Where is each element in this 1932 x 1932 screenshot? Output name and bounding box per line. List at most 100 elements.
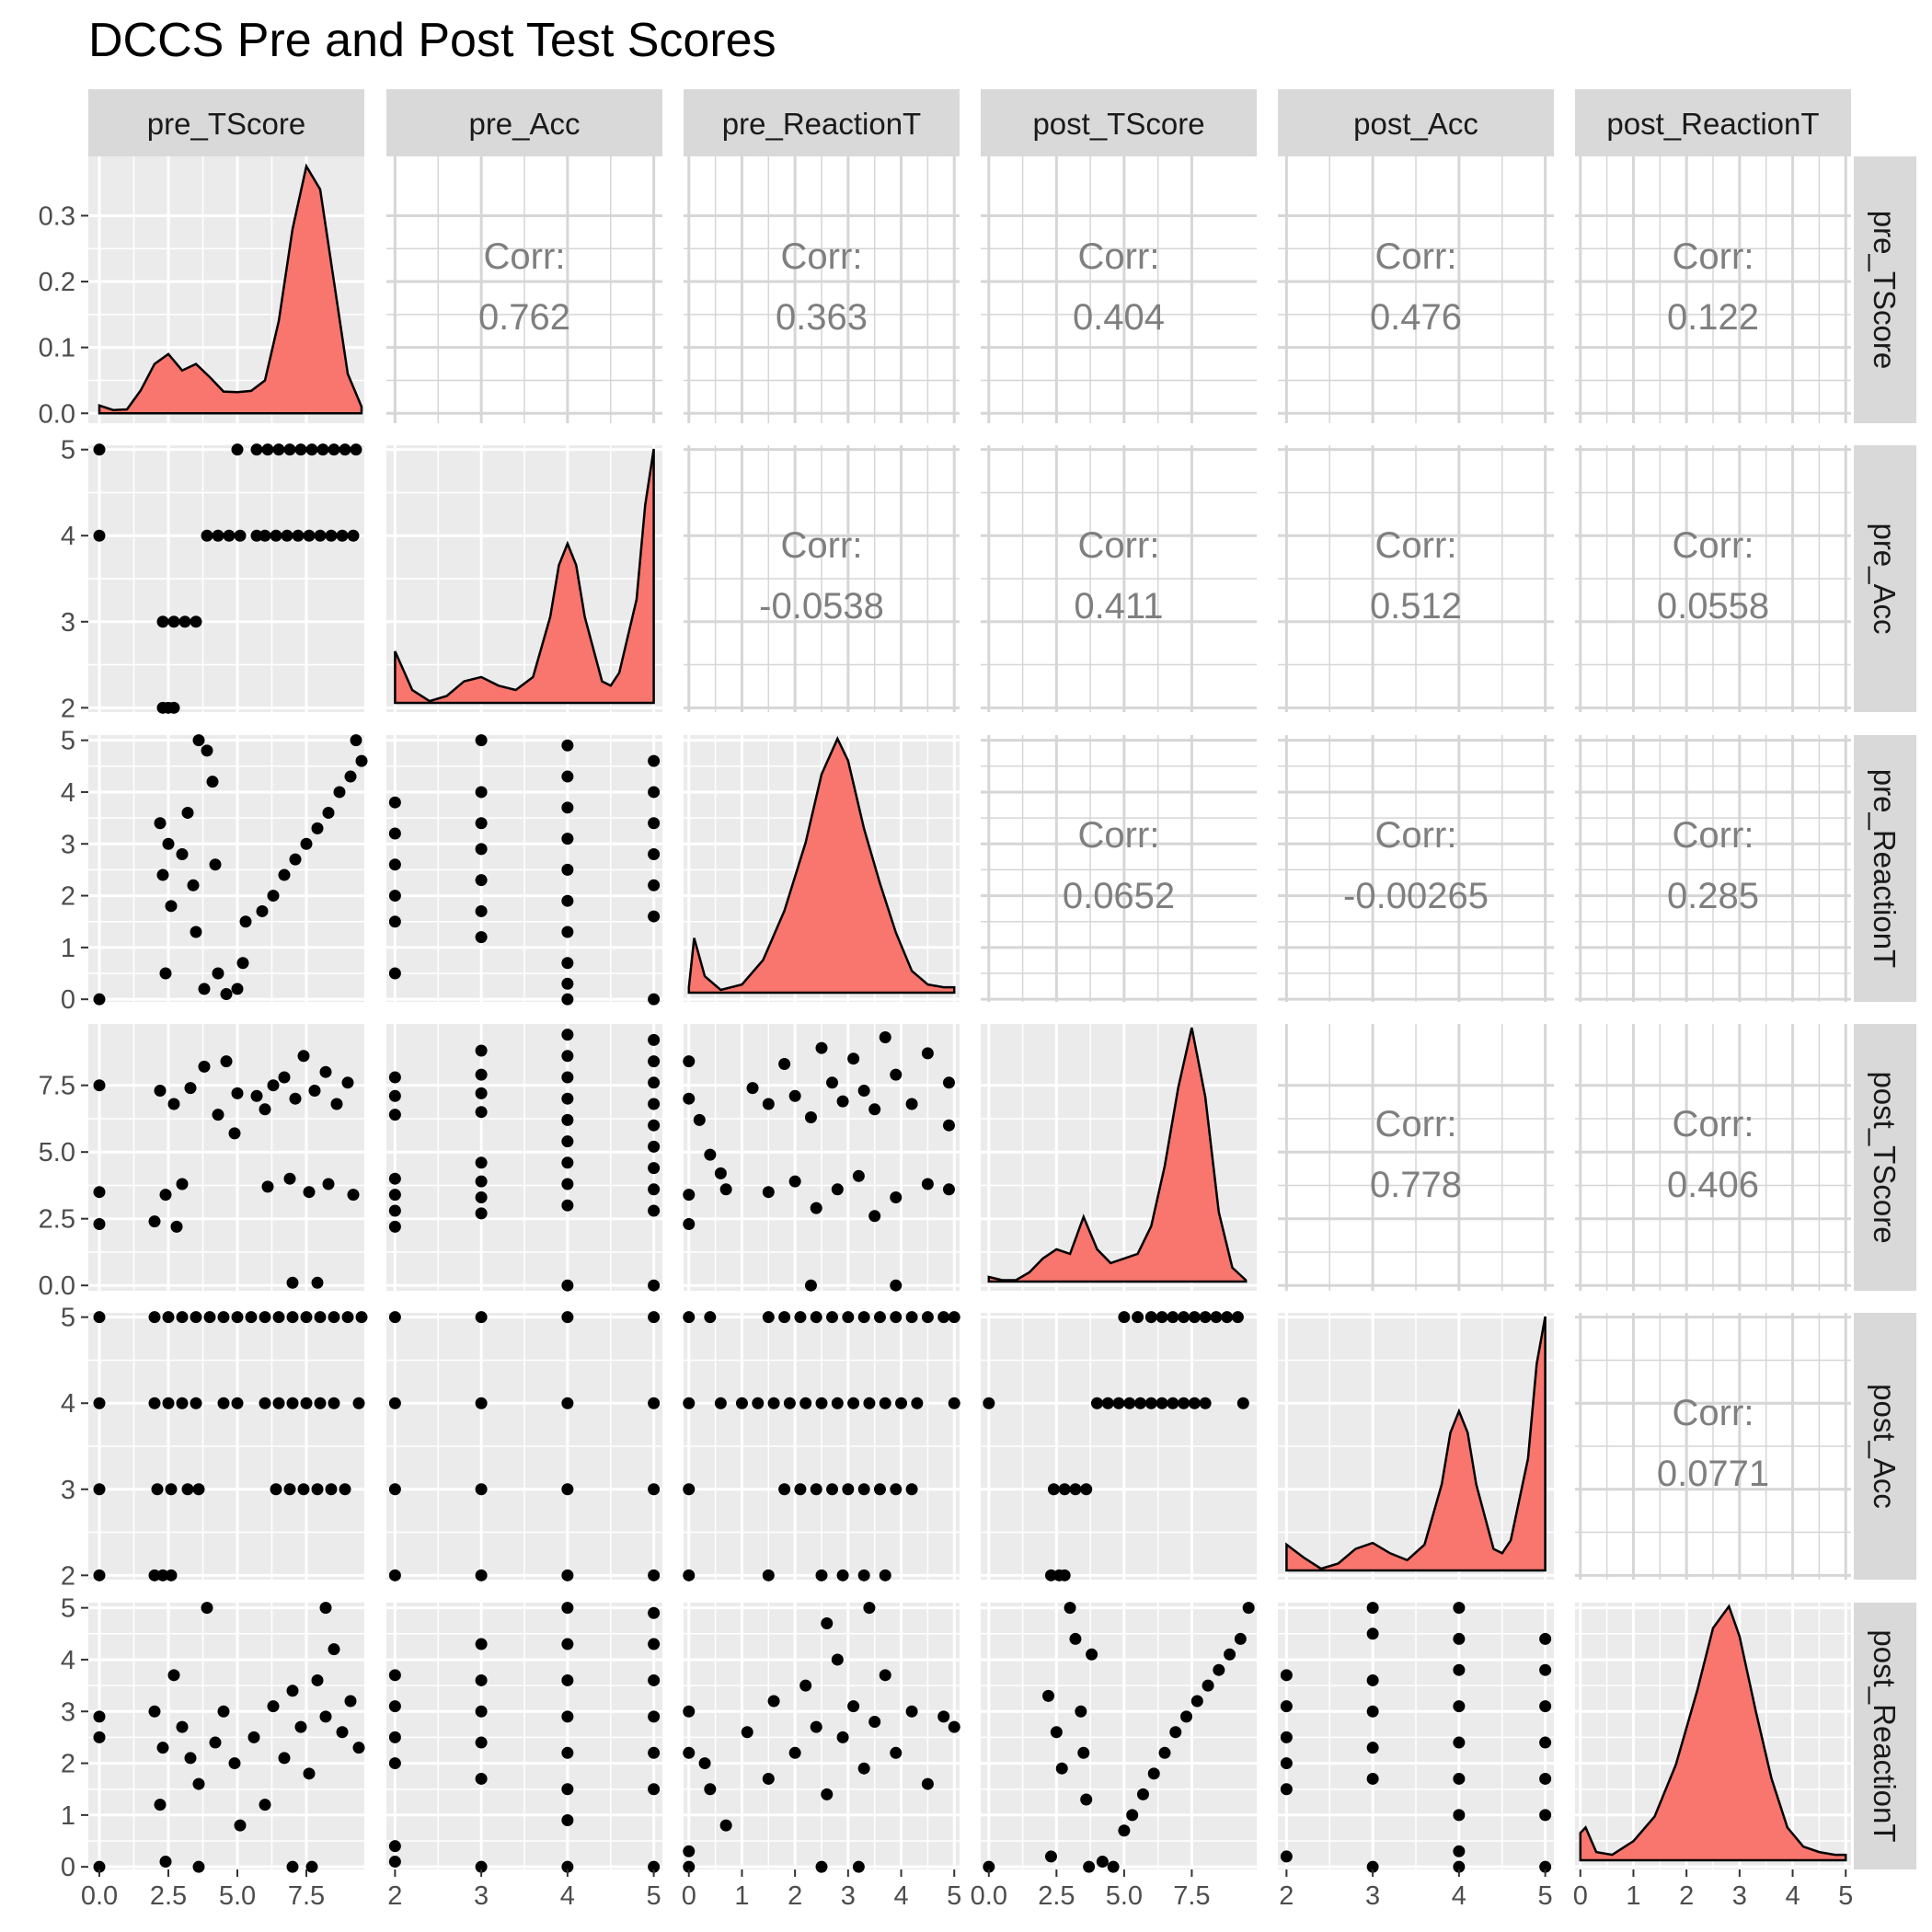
data-point bbox=[283, 1483, 296, 1496]
data-point bbox=[842, 1311, 855, 1324]
data-point bbox=[475, 1044, 488, 1057]
data-point bbox=[475, 1207, 488, 1220]
data-point bbox=[1156, 1311, 1168, 1324]
data-point bbox=[319, 1065, 332, 1078]
data-point bbox=[794, 1483, 807, 1496]
x-tick-label: 2 bbox=[387, 1881, 402, 1911]
data-point bbox=[648, 1783, 661, 1796]
x-tick-label: 4 bbox=[560, 1881, 575, 1911]
data-point bbox=[561, 894, 574, 907]
y-tick-label: 0.3 bbox=[39, 201, 75, 231]
row-strip bbox=[1854, 735, 1916, 1002]
row-label: post_ReactionT bbox=[1868, 1629, 1902, 1842]
data-point bbox=[267, 1700, 280, 1713]
data-point bbox=[305, 443, 318, 456]
data-point bbox=[1366, 1772, 1379, 1785]
data-point bbox=[648, 1204, 661, 1217]
data-point bbox=[648, 1638, 661, 1650]
data-point bbox=[890, 1191, 903, 1203]
data-point bbox=[272, 1397, 285, 1409]
data-point bbox=[297, 1050, 310, 1063]
data-point bbox=[561, 1279, 574, 1292]
x-tick-label: 5 bbox=[1538, 1881, 1553, 1911]
data-point bbox=[148, 1397, 161, 1409]
data-point bbox=[648, 1311, 661, 1324]
data-point bbox=[162, 837, 175, 850]
data-point bbox=[316, 443, 329, 456]
data-point bbox=[948, 1311, 960, 1324]
data-point bbox=[561, 1783, 574, 1796]
corr-value: 0.404 bbox=[1073, 297, 1165, 338]
data-point bbox=[1180, 1710, 1193, 1723]
data-point bbox=[148, 1569, 161, 1581]
data-point bbox=[170, 1220, 183, 1233]
data-point bbox=[228, 1757, 241, 1770]
data-point bbox=[683, 1311, 696, 1324]
x-tick-label: 2 bbox=[788, 1881, 802, 1911]
data-point bbox=[1126, 1809, 1139, 1822]
data-point bbox=[93, 993, 106, 1006]
data-point bbox=[1080, 1793, 1093, 1806]
data-point bbox=[341, 1311, 354, 1324]
data-point bbox=[831, 1397, 844, 1409]
data-point bbox=[561, 1135, 574, 1148]
data-point bbox=[475, 904, 488, 917]
data-point bbox=[159, 1189, 172, 1202]
x-tick-label: 4 bbox=[893, 1881, 908, 1911]
y-tick-label: 0.0 bbox=[39, 399, 75, 429]
data-point bbox=[683, 1397, 696, 1409]
data-point bbox=[388, 1669, 401, 1682]
data-point bbox=[300, 1397, 313, 1409]
data-point bbox=[165, 900, 178, 913]
data-point bbox=[475, 1191, 488, 1203]
data-point bbox=[890, 1311, 903, 1324]
data-point bbox=[388, 1172, 401, 1185]
data-point bbox=[815, 1860, 828, 1873]
data-point bbox=[203, 1311, 216, 1324]
data-point bbox=[1050, 1726, 1063, 1739]
data-point bbox=[561, 1113, 574, 1126]
data-point bbox=[270, 529, 282, 542]
x-tick-label: 7.5 bbox=[1173, 1881, 1210, 1911]
data-point bbox=[192, 1483, 205, 1496]
x-tick-label: 2.5 bbox=[150, 1881, 187, 1911]
corr-label: Corr: bbox=[1673, 525, 1754, 566]
y-tick-label: 5 bbox=[61, 1304, 75, 1333]
data-point bbox=[388, 967, 401, 980]
data-point bbox=[890, 1746, 903, 1759]
data-point bbox=[911, 1397, 924, 1409]
data-point bbox=[1080, 1483, 1093, 1496]
x-tick-label: 5 bbox=[1838, 1881, 1853, 1911]
data-point bbox=[1231, 1311, 1244, 1324]
data-point bbox=[852, 1169, 865, 1182]
data-point bbox=[270, 1483, 282, 1496]
data-point bbox=[475, 1175, 488, 1188]
column-strip bbox=[88, 89, 364, 157]
data-point bbox=[704, 1783, 717, 1796]
data-point bbox=[1280, 1700, 1293, 1713]
data-point bbox=[561, 1860, 574, 1873]
data-point bbox=[190, 1311, 202, 1324]
data-point bbox=[336, 529, 349, 542]
data-point bbox=[206, 776, 219, 788]
data-point bbox=[561, 770, 574, 783]
data-point bbox=[648, 1606, 661, 1619]
data-point bbox=[388, 1089, 401, 1102]
row-strip bbox=[1854, 445, 1916, 712]
data-point bbox=[921, 1311, 934, 1324]
data-point bbox=[190, 615, 202, 628]
data-point bbox=[905, 1098, 918, 1110]
data-point bbox=[648, 910, 661, 923]
data-point bbox=[1107, 1860, 1120, 1873]
column-strip bbox=[1575, 89, 1851, 157]
data-point bbox=[1280, 1783, 1293, 1796]
data-point bbox=[201, 529, 213, 542]
data-point bbox=[762, 1772, 775, 1785]
data-point bbox=[286, 1860, 299, 1873]
data-point bbox=[294, 1720, 307, 1733]
row-strip bbox=[1854, 156, 1916, 423]
data-point bbox=[355, 754, 368, 767]
data-point bbox=[475, 1397, 488, 1409]
y-tick-label: 0 bbox=[61, 1853, 75, 1882]
corr-value: 0.476 bbox=[1370, 297, 1462, 338]
